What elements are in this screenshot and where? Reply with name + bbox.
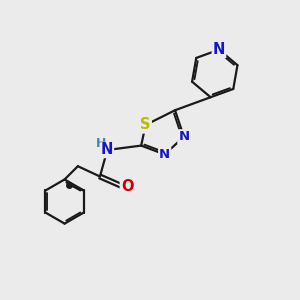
Text: N: N bbox=[101, 142, 113, 158]
Text: H: H bbox=[96, 137, 106, 150]
Text: N: N bbox=[178, 130, 189, 143]
Text: N: N bbox=[213, 42, 225, 57]
Text: N: N bbox=[159, 148, 170, 161]
Text: O: O bbox=[121, 179, 133, 194]
Text: S: S bbox=[140, 118, 151, 133]
